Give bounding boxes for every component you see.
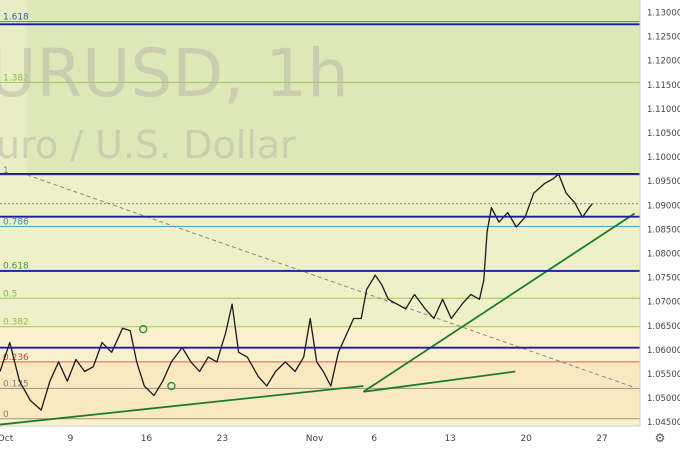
x-tick-label: 23: [217, 434, 228, 444]
y-tick-label: 1.07500: [647, 274, 680, 284]
y-tick-label: 1.09000: [647, 201, 680, 211]
y-tick-label: 1.06500: [647, 322, 680, 332]
x-tick-label: Oct: [0, 434, 14, 444]
y-tick-label: 1.04500: [647, 418, 680, 428]
trendline-layer: [0, 174, 636, 426]
x-tick-label: 27: [596, 434, 607, 444]
y-tick-label: 1.11500: [647, 81, 680, 91]
watermark-description: uro / U.S. Dollar: [0, 123, 296, 167]
x-tick-label: Nov: [306, 434, 324, 444]
y-tick-label: 1.05000: [647, 394, 680, 404]
fib-label-5: 0.5: [3, 289, 17, 299]
y-tick-label: 1.13000: [647, 9, 680, 19]
price-line: [0, 173, 593, 411]
y-tick-label: 1.12000: [647, 57, 680, 67]
y-tick-label: 1.07000: [647, 298, 680, 308]
fibonacci-grid: 1.618 1.382 1 0.786 0.618 0.5 0.382 0.236 0.125 0: [0, 13, 640, 420]
time-axis-background: [0, 426, 680, 449]
price-axis: 1.04500 1.05000 1.05500 1.06000 1.06500 1.070…: [639, 0, 680, 449]
fib-label-0: 1.618: [3, 13, 29, 23]
fib-label-8: 0.125: [3, 379, 29, 389]
trendline-3: [26, 174, 635, 388]
watermark-symbol: URUSD, 1h: [0, 35, 349, 112]
y-tick-label: 1.08000: [647, 249, 680, 259]
x-tick-label: 16: [141, 434, 153, 444]
settings-gear-icon[interactable]: ⚙: [655, 431, 666, 445]
x-tick-label: 20: [520, 434, 532, 444]
trendline-2: [362, 212, 636, 393]
y-tick-label: 1.11000: [647, 105, 680, 115]
fib-label-9: 0: [3, 410, 9, 420]
price-layer: [0, 173, 593, 411]
price-axis-background: [640, 0, 680, 449]
fib-label-1: 1.382: [3, 73, 29, 83]
extension-zone-inner: [27, 0, 640, 175]
fib-label-4: 0.618: [3, 261, 29, 271]
time-axis: Oct 9 16 23 Nov 6 13 20 27 ⚙: [0, 425, 680, 449]
y-tick-label: 1.10500: [647, 129, 680, 139]
y-tick-label: 1.09500: [647, 177, 680, 187]
x-tick-label: 13: [444, 434, 455, 444]
x-tick-label: 9: [68, 434, 74, 444]
y-tick-label: 1.10000: [647, 153, 680, 163]
y-tick-label: 1.05500: [647, 370, 680, 380]
retracement-zone-upper: [0, 174, 640, 327]
x-tick-label: 6: [371, 434, 377, 444]
fib-label-3: 0.786: [3, 217, 29, 227]
trendline-1: [363, 370, 516, 393]
marker-1: [167, 381, 176, 391]
y-tick-label: 1.08500: [647, 225, 680, 235]
fib-label-7: 0.236: [3, 353, 29, 363]
marker-0: [138, 324, 148, 334]
y-tick-label: 1.06000: [647, 346, 680, 356]
y-tick-label: 1.12500: [647, 33, 680, 43]
trendline-0: [0, 385, 364, 426]
fib-label-2: 1: [3, 166, 9, 176]
fib-label-6: 0.382: [3, 318, 29, 328]
